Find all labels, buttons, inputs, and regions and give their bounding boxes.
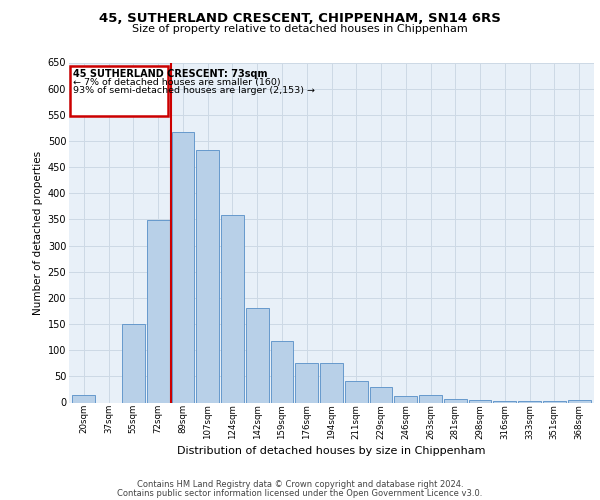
FancyBboxPatch shape xyxy=(70,66,168,116)
Text: ← 7% of detached houses are smaller (160): ← 7% of detached houses are smaller (160… xyxy=(73,78,281,86)
Bar xyxy=(271,341,293,402)
Bar xyxy=(147,220,170,402)
Bar xyxy=(370,387,392,402)
Bar xyxy=(493,401,516,402)
Bar xyxy=(320,362,343,403)
Text: Size of property relative to detached houses in Chippenham: Size of property relative to detached ho… xyxy=(132,24,468,34)
Bar xyxy=(345,380,368,402)
Bar xyxy=(172,132,194,402)
Bar xyxy=(295,362,318,403)
Bar xyxy=(196,150,219,402)
Bar xyxy=(568,400,590,402)
Bar xyxy=(122,324,145,402)
Text: 45, SUTHERLAND CRESCENT, CHIPPENHAM, SN14 6RS: 45, SUTHERLAND CRESCENT, CHIPPENHAM, SN1… xyxy=(99,12,501,25)
Text: Contains public sector information licensed under the Open Government Licence v3: Contains public sector information licen… xyxy=(118,489,482,498)
Bar xyxy=(73,394,95,402)
Bar xyxy=(246,308,269,402)
Bar xyxy=(419,394,442,402)
Bar xyxy=(394,396,417,402)
Bar xyxy=(221,215,244,402)
Text: Contains HM Land Registry data © Crown copyright and database right 2024.: Contains HM Land Registry data © Crown c… xyxy=(137,480,463,489)
Bar xyxy=(469,400,491,402)
Text: 45 SUTHERLAND CRESCENT: 73sqm: 45 SUTHERLAND CRESCENT: 73sqm xyxy=(73,70,268,80)
Text: 93% of semi-detached houses are larger (2,153) →: 93% of semi-detached houses are larger (… xyxy=(73,86,315,94)
Y-axis label: Number of detached properties: Number of detached properties xyxy=(34,150,43,314)
Bar xyxy=(444,399,467,402)
X-axis label: Distribution of detached houses by size in Chippenham: Distribution of detached houses by size … xyxy=(177,446,486,456)
